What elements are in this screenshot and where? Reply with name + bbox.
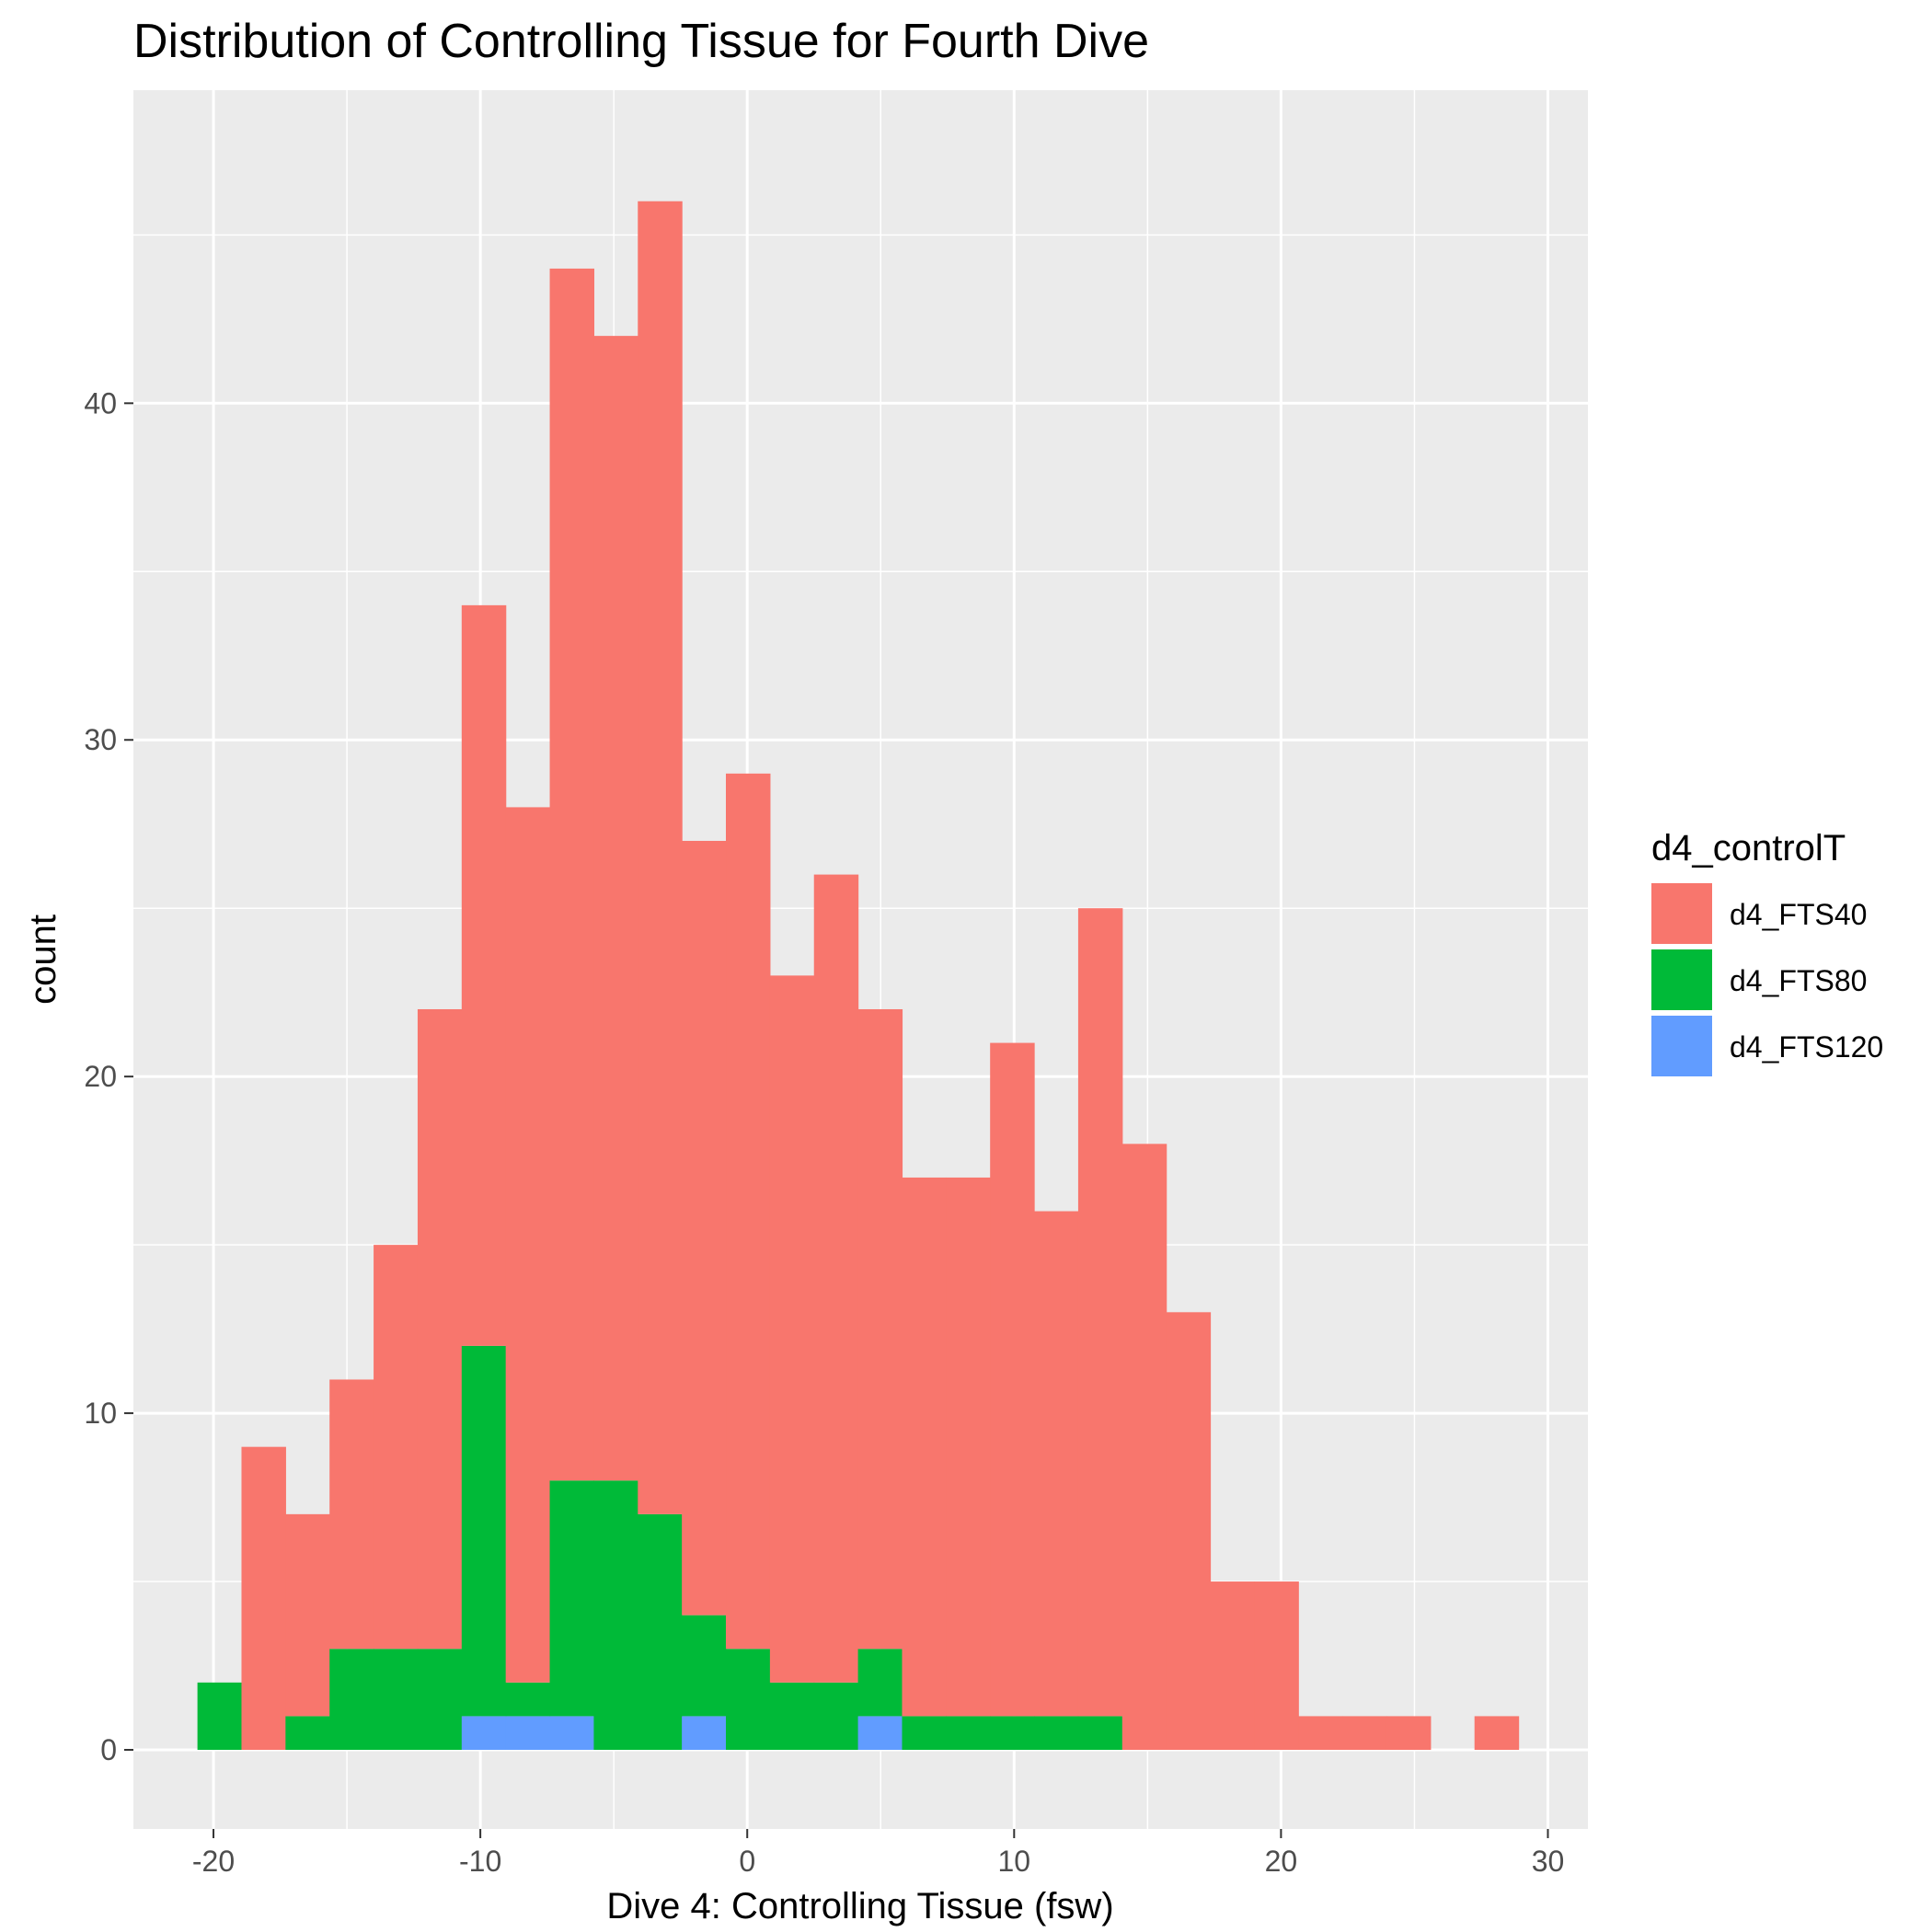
bar-d4_FTS80-bin-4 xyxy=(374,1649,419,1751)
legend-label-d4_FTS120: d4_FTS120 xyxy=(1730,1030,1883,1064)
y-tick-label: 30 xyxy=(84,723,117,756)
bar-d4_FTS40-bin-26 xyxy=(1342,1716,1387,1751)
bar-d4_FTS80-bin-17 xyxy=(946,1716,991,1751)
bar-d4_FTS40-bin-27 xyxy=(1386,1716,1432,1751)
bar-d4_FTS120-bin-8 xyxy=(549,1716,595,1751)
y-tick-label: 20 xyxy=(84,1060,117,1093)
bar-d4_FTS40-bin-15 xyxy=(857,1008,903,1650)
bar-d4_FTS40-bin-29 xyxy=(1474,1716,1520,1751)
x-tick-label: -10 xyxy=(459,1845,501,1878)
bar-d4_FTS120-bin-7 xyxy=(505,1716,551,1751)
bar-d4_FTS40-bin-8 xyxy=(549,268,595,1481)
bar-d4_FTS40-bin-10 xyxy=(638,201,683,1514)
bar-d4_FTS80-bin-7 xyxy=(505,1682,551,1717)
histogram-bars xyxy=(197,201,1520,1751)
bar-d4_FTS120-bin-15 xyxy=(857,1716,903,1751)
bar-d4_FTS40-bin-3 xyxy=(329,1379,374,1650)
bar-d4_FTS80-bin-12 xyxy=(726,1649,771,1751)
bar-d4_FTS80-bin-10 xyxy=(638,1513,683,1751)
x-tick-label: -20 xyxy=(192,1845,235,1878)
bar-d4_FTS80-bin-8 xyxy=(549,1480,595,1717)
legend-items: d4_FTS40 d4_FTS80 d4_FTS120 xyxy=(1651,883,1883,1076)
bar-d4_FTS80-bin-11 xyxy=(682,1615,727,1717)
bar-d4_FTS80-bin-19 xyxy=(1034,1716,1079,1751)
bar-d4_FTS80-bin-20 xyxy=(1077,1716,1123,1751)
bar-d4_FTS120-bin-6 xyxy=(461,1716,507,1751)
legend-title: d4_controlT xyxy=(1651,828,1846,868)
bar-d4_FTS80-bin-16 xyxy=(902,1716,947,1751)
y-axis-ticks: 0 10 20 30 40 xyxy=(84,386,133,1766)
bar-d4_FTS40-bin-20 xyxy=(1077,908,1123,1717)
y-tick-label: 10 xyxy=(84,1397,117,1430)
bar-d4_FTS80-bin-3 xyxy=(329,1649,374,1751)
bar-d4_FTS40-bin-6 xyxy=(461,604,507,1346)
bar-d4_FTS40-bin-4 xyxy=(374,1245,419,1650)
x-tick-label: 30 xyxy=(1532,1845,1565,1878)
bar-d4_FTS80-bin-9 xyxy=(593,1480,638,1751)
x-tick-label: 0 xyxy=(739,1845,755,1878)
bar-d4_FTS80-bin-5 xyxy=(417,1649,463,1751)
bar-d4_FTS40-bin-23 xyxy=(1210,1581,1255,1751)
chart-title: Distribution of Controlling Tissue for F… xyxy=(133,15,1149,68)
legend-key-d4_FTS120 xyxy=(1651,1016,1712,1076)
bar-d4_FTS80-bin-14 xyxy=(813,1682,859,1751)
y-axis-label: count xyxy=(23,914,63,1005)
bar-d4_FTS80-bin-2 xyxy=(285,1716,330,1751)
legend-key-d4_FTS40 xyxy=(1651,883,1712,944)
bar-d4_FTS40-bin-14 xyxy=(813,874,859,1683)
x-axis-ticks: -20 -10 0 10 20 30 xyxy=(192,1829,1564,1878)
legend-label-d4_FTS80: d4_FTS80 xyxy=(1730,964,1867,997)
bar-d4_FTS40-bin-12 xyxy=(726,773,771,1650)
bar-d4_FTS80-bin-13 xyxy=(769,1682,815,1751)
bar-d4_FTS80-bin-15 xyxy=(857,1649,903,1717)
bar-d4_FTS40-bin-18 xyxy=(990,1042,1035,1717)
x-tick-label: 10 xyxy=(998,1845,1031,1878)
bar-d4_FTS40-bin-22 xyxy=(1166,1312,1212,1751)
x-axis-label: Dive 4: Controlling Tissue (fsw) xyxy=(606,1886,1113,1926)
y-tick-label: 0 xyxy=(100,1733,117,1766)
bar-d4_FTS80-bin-18 xyxy=(990,1716,1035,1751)
bar-d4_FTS40-bin-9 xyxy=(593,336,638,1481)
bar-d4_FTS40-bin-2 xyxy=(285,1513,330,1717)
bar-d4_FTS80-bin-6 xyxy=(461,1345,507,1717)
bar-d4_FTS40-bin-25 xyxy=(1298,1716,1343,1751)
bar-d4_FTS40-bin-17 xyxy=(946,1177,991,1717)
bar-d4_FTS40-bin-19 xyxy=(1034,1211,1079,1717)
x-tick-label: 20 xyxy=(1265,1845,1298,1878)
bar-d4_FTS40-bin-16 xyxy=(902,1177,947,1717)
bar-d4_FTS40-bin-11 xyxy=(682,841,727,1616)
bar-d4_FTS80-bin-0 xyxy=(197,1682,243,1751)
bar-d4_FTS40-bin-7 xyxy=(505,807,551,1683)
legend-label-d4_FTS40: d4_FTS40 xyxy=(1730,898,1867,931)
bar-d4_FTS40-bin-1 xyxy=(241,1446,286,1751)
bar-d4_FTS40-bin-5 xyxy=(417,1008,463,1650)
bar-d4_FTS40-bin-13 xyxy=(769,975,815,1683)
legend: d4_controlT d4_FTS40 d4_FTS80 d4_FTS120 xyxy=(1651,828,1883,1076)
legend-key-d4_FTS80 xyxy=(1651,949,1712,1010)
y-tick-label: 40 xyxy=(84,386,117,420)
bar-d4_FTS40-bin-24 xyxy=(1254,1581,1299,1751)
bar-d4_FTS120-bin-11 xyxy=(682,1716,727,1751)
bar-d4_FTS40-bin-21 xyxy=(1121,1144,1167,1751)
